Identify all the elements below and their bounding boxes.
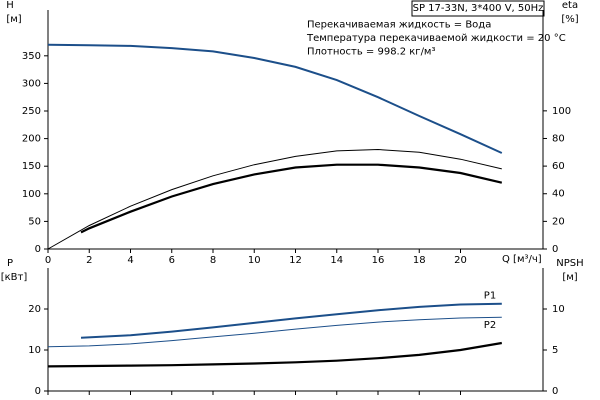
x-tick-label: 10 [248, 255, 261, 266]
x-tick-label: 14 [330, 255, 343, 266]
y2-tick-label: 0 [552, 386, 558, 397]
y-tick-label: 150 [22, 161, 41, 172]
y2-tick-label: 0 [552, 244, 558, 255]
x-tick-label: 4 [127, 255, 133, 266]
y-axis-unit: [м] [6, 14, 21, 25]
curve [80, 302, 502, 339]
y2-tick-label: 20 [552, 216, 565, 227]
y-tick-label: 300 [22, 78, 41, 89]
y2-tick-label: 60 [552, 161, 565, 172]
annotation-box [411, 0, 545, 17]
y-tick-label: 20 [28, 304, 41, 315]
y2-axis-unit: [%] [561, 14, 578, 25]
y-axis-unit: [кВт] [1, 272, 28, 283]
curve [47, 148, 502, 250]
y-axis-label: P [7, 258, 13, 269]
y2-tick-label: 5 [552, 345, 558, 356]
y2-tick-label: 10 [552, 304, 565, 315]
y-tick-label: 350 [22, 51, 41, 62]
y-tick-label: 100 [22, 189, 41, 200]
annotation: Температура перекачиваемой жидкости = 20… [306, 33, 566, 44]
x-tick-label: 12 [289, 255, 302, 266]
y-tick-label: 10 [28, 345, 41, 356]
x-tick-label: 18 [413, 255, 426, 266]
y-tick-label: 0 [35, 244, 41, 255]
curve [47, 43, 503, 154]
y-tick-label: 0 [35, 386, 41, 397]
y-tick-label: 50 [28, 216, 41, 227]
y-axis-label: H [6, 0, 14, 11]
x-tick-label: 2 [86, 255, 92, 266]
annotation: SP 17-33N, 3*400 V, 50Hz [413, 3, 544, 14]
curve [47, 341, 502, 368]
y2-axis-unit: [м] [562, 272, 577, 283]
y-tick-label: 200 [22, 134, 41, 145]
curve [80, 163, 503, 234]
x-tick-label: 0 [45, 255, 51, 266]
annotation: Плотность = 998.2 кг/м³ [307, 47, 436, 58]
annotation: Перекачиваемая жидкость = Вода [307, 20, 491, 31]
curve-label: P1 [484, 291, 496, 302]
x-tick-label: 20 [454, 255, 467, 266]
y2-tick-label: 100 [552, 106, 571, 117]
x-tick-label: 16 [372, 255, 385, 266]
y2-axis-label: NPSH [556, 258, 583, 269]
y2-axis-label: eta [562, 0, 578, 11]
x-tick-label: 6 [169, 255, 175, 266]
x-axis-label: Q [м³/ч] [502, 254, 542, 265]
y2-tick-label: 80 [552, 133, 565, 144]
x-tick-label: 8 [210, 255, 216, 266]
y-tick-label: 250 [22, 106, 41, 117]
curve [47, 316, 502, 348]
y2-tick-label: 40 [552, 189, 565, 200]
curve-label: P2 [484, 320, 496, 331]
